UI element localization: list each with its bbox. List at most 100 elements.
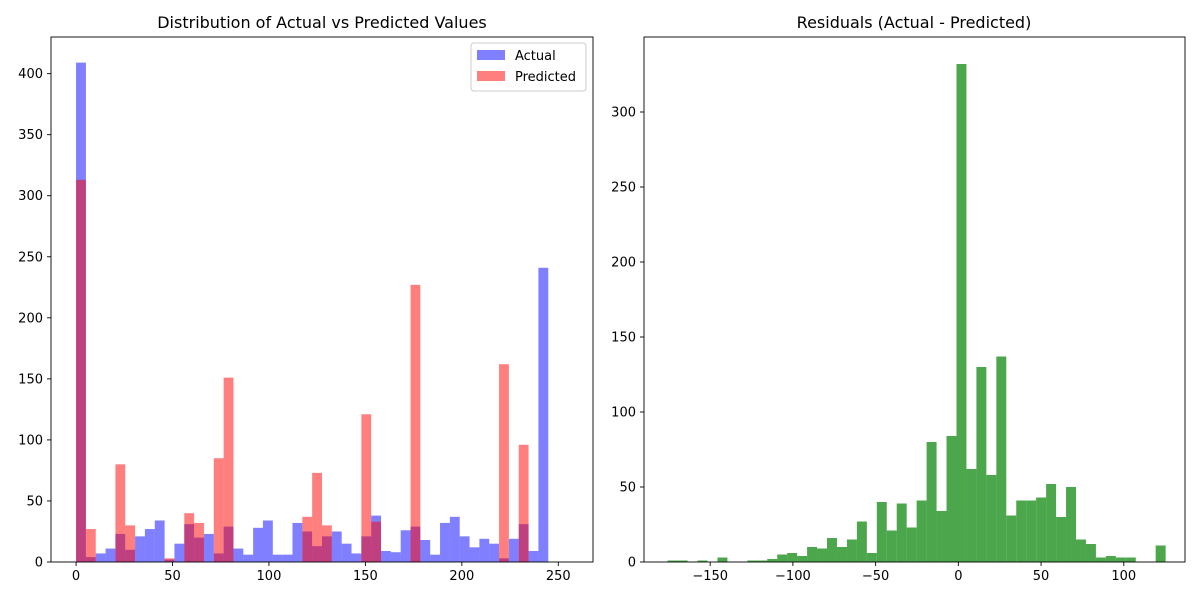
chart2-xtick-label: 100 [1111,569,1136,584]
chart2-bar-series0 [976,367,987,562]
chart1-bar-actual [253,527,263,562]
chart1-bar-actual [154,520,165,562]
chart1-bar-predicted [194,522,204,562]
chart2-bar-series0 [797,556,808,562]
chart1-bar-actual [203,533,214,562]
chart1-bar-actual [449,516,460,562]
chart1-ytick-label: 300 [18,189,43,204]
chart2-bar-series0 [1155,545,1166,562]
chart2-xtick-label: 0 [954,569,962,584]
chart1-xtick-label: 150 [353,569,378,584]
chart1-bar-actual [420,540,431,562]
chart1-bar-actual [262,520,273,562]
chart2-bar-series0 [1095,557,1106,562]
chart1-bar-actual [95,553,106,562]
chart1-bar-predicted [164,558,175,562]
chart1-plot: 0 50 100 150 200 250 0 50 100 150 200 250 300 350 400 A… [18,36,594,584]
chart2-bar-series0 [767,559,778,562]
chart1-xtick-label: 50 [164,569,181,584]
chart2-bar-series0 [936,511,947,562]
chart2-bar-series0 [856,521,867,562]
chart1-bar-actual [272,554,283,562]
chart2-ytick-label: 0 [628,556,636,571]
chart2-plot: −150 −100 −50 0 50 100 0 50 100 150 200 250 300 [611,36,1186,584]
chart2-ytick-label: 50 [619,481,636,496]
chart1-bar-actual [538,267,549,562]
chart2-frame [643,36,1186,563]
chart2-bar-series0 [836,547,847,562]
chart1-bar-actual [292,522,303,562]
chart2-bar-series0 [777,554,788,562]
chart2-bar-series0 [1085,544,1096,562]
chart1-ytick-label: 250 [18,250,43,265]
chart2-xtick-label: −50 [862,569,889,584]
chart2-bar-series0 [966,469,977,562]
chart2-bar-series0 [946,436,957,562]
chart2-bar-series0 [747,560,758,562]
chart2-bar-series0 [1056,517,1067,562]
chart1-ytick-label: 200 [18,311,43,326]
chart1-bar-actual [282,554,293,562]
chart2-bar-series0 [1026,500,1037,562]
chart2-xtick-label: −150 [692,569,728,584]
chart1-bar-predicted [322,525,332,562]
chart1-xtick-label: 250 [546,569,571,584]
chart2-bar-series0 [866,553,877,562]
chart1-xtick-label: 0 [72,569,80,584]
chart2-xtick-label: −100 [775,569,811,584]
chart1-bar-predicted [184,513,195,562]
chart2-bar-series0 [1046,484,1057,562]
chart2-bar-series0 [886,530,897,562]
chart2-bar-series0 [717,557,728,562]
chart1-bar-actual [430,554,441,562]
chart1-bar-actual [440,522,450,562]
chart2-ytick-label: 100 [611,406,636,421]
chart2-bar-series0 [787,553,798,562]
chart1-bar-actual [459,536,470,562]
chart2-bar-series0 [926,442,937,562]
chart2-ytick-label: 300 [611,106,636,121]
chart2-title: Residuals (Actual - Predicted) [797,13,1032,32]
chart2-bar-series0 [667,560,678,562]
chart1-bar-actual [489,543,500,562]
chart1-bar-actual [469,547,480,562]
chart1-bar-actual [400,530,411,562]
chart1-xtick-label: 200 [449,569,474,584]
chart2-bar-series0 [906,527,917,562]
chart2-bar-series0 [697,560,708,562]
chart1-bar-predicted [312,472,322,562]
chart1-bar-predicted [518,444,529,562]
chart1-legend-swatch [477,50,505,60]
chart1-ytick-label: 150 [18,372,43,387]
chart2-bar-series0 [1036,497,1047,562]
chart2-bar-series0 [1076,539,1086,562]
chart1-bar-predicted [223,377,234,562]
chart2-bar-series0 [916,500,927,562]
chart1-legend-swatch [477,71,505,81]
chart2-bar-series0 [827,538,837,562]
chart1-ytick-label: 50 [26,494,43,509]
chart2-bar-series0 [1125,557,1136,562]
chart1-ytick-label: 350 [18,128,43,143]
chart1-bar-actual [381,551,391,562]
chart1-bar-actual [508,538,519,562]
chart1-ytick-label: 0 [35,556,43,571]
chart1-bar-actual [351,553,362,562]
chart2-bar-series0 [846,539,857,562]
chart1-bar-predicted [361,414,372,562]
chart2-bar-series0 [1006,515,1017,562]
chart1-ytick-label: 400 [18,67,43,82]
chart2-bar-series0 [1115,557,1126,562]
chart1-bar-predicted [410,284,421,562]
chart1-bar-predicted [85,529,96,562]
chart1-bar-actual [144,529,155,562]
chart1-bar-actual [105,548,116,562]
chart1-bar-predicted [125,525,136,562]
chart2-bar-series0 [757,560,768,562]
chart2-bar-series0 [956,64,967,562]
chart1-bar-actual [341,543,352,562]
chart2-bar-series0 [986,475,997,562]
chart1-bar-predicted [115,464,126,562]
chart2-bar-series0 [1066,487,1077,562]
